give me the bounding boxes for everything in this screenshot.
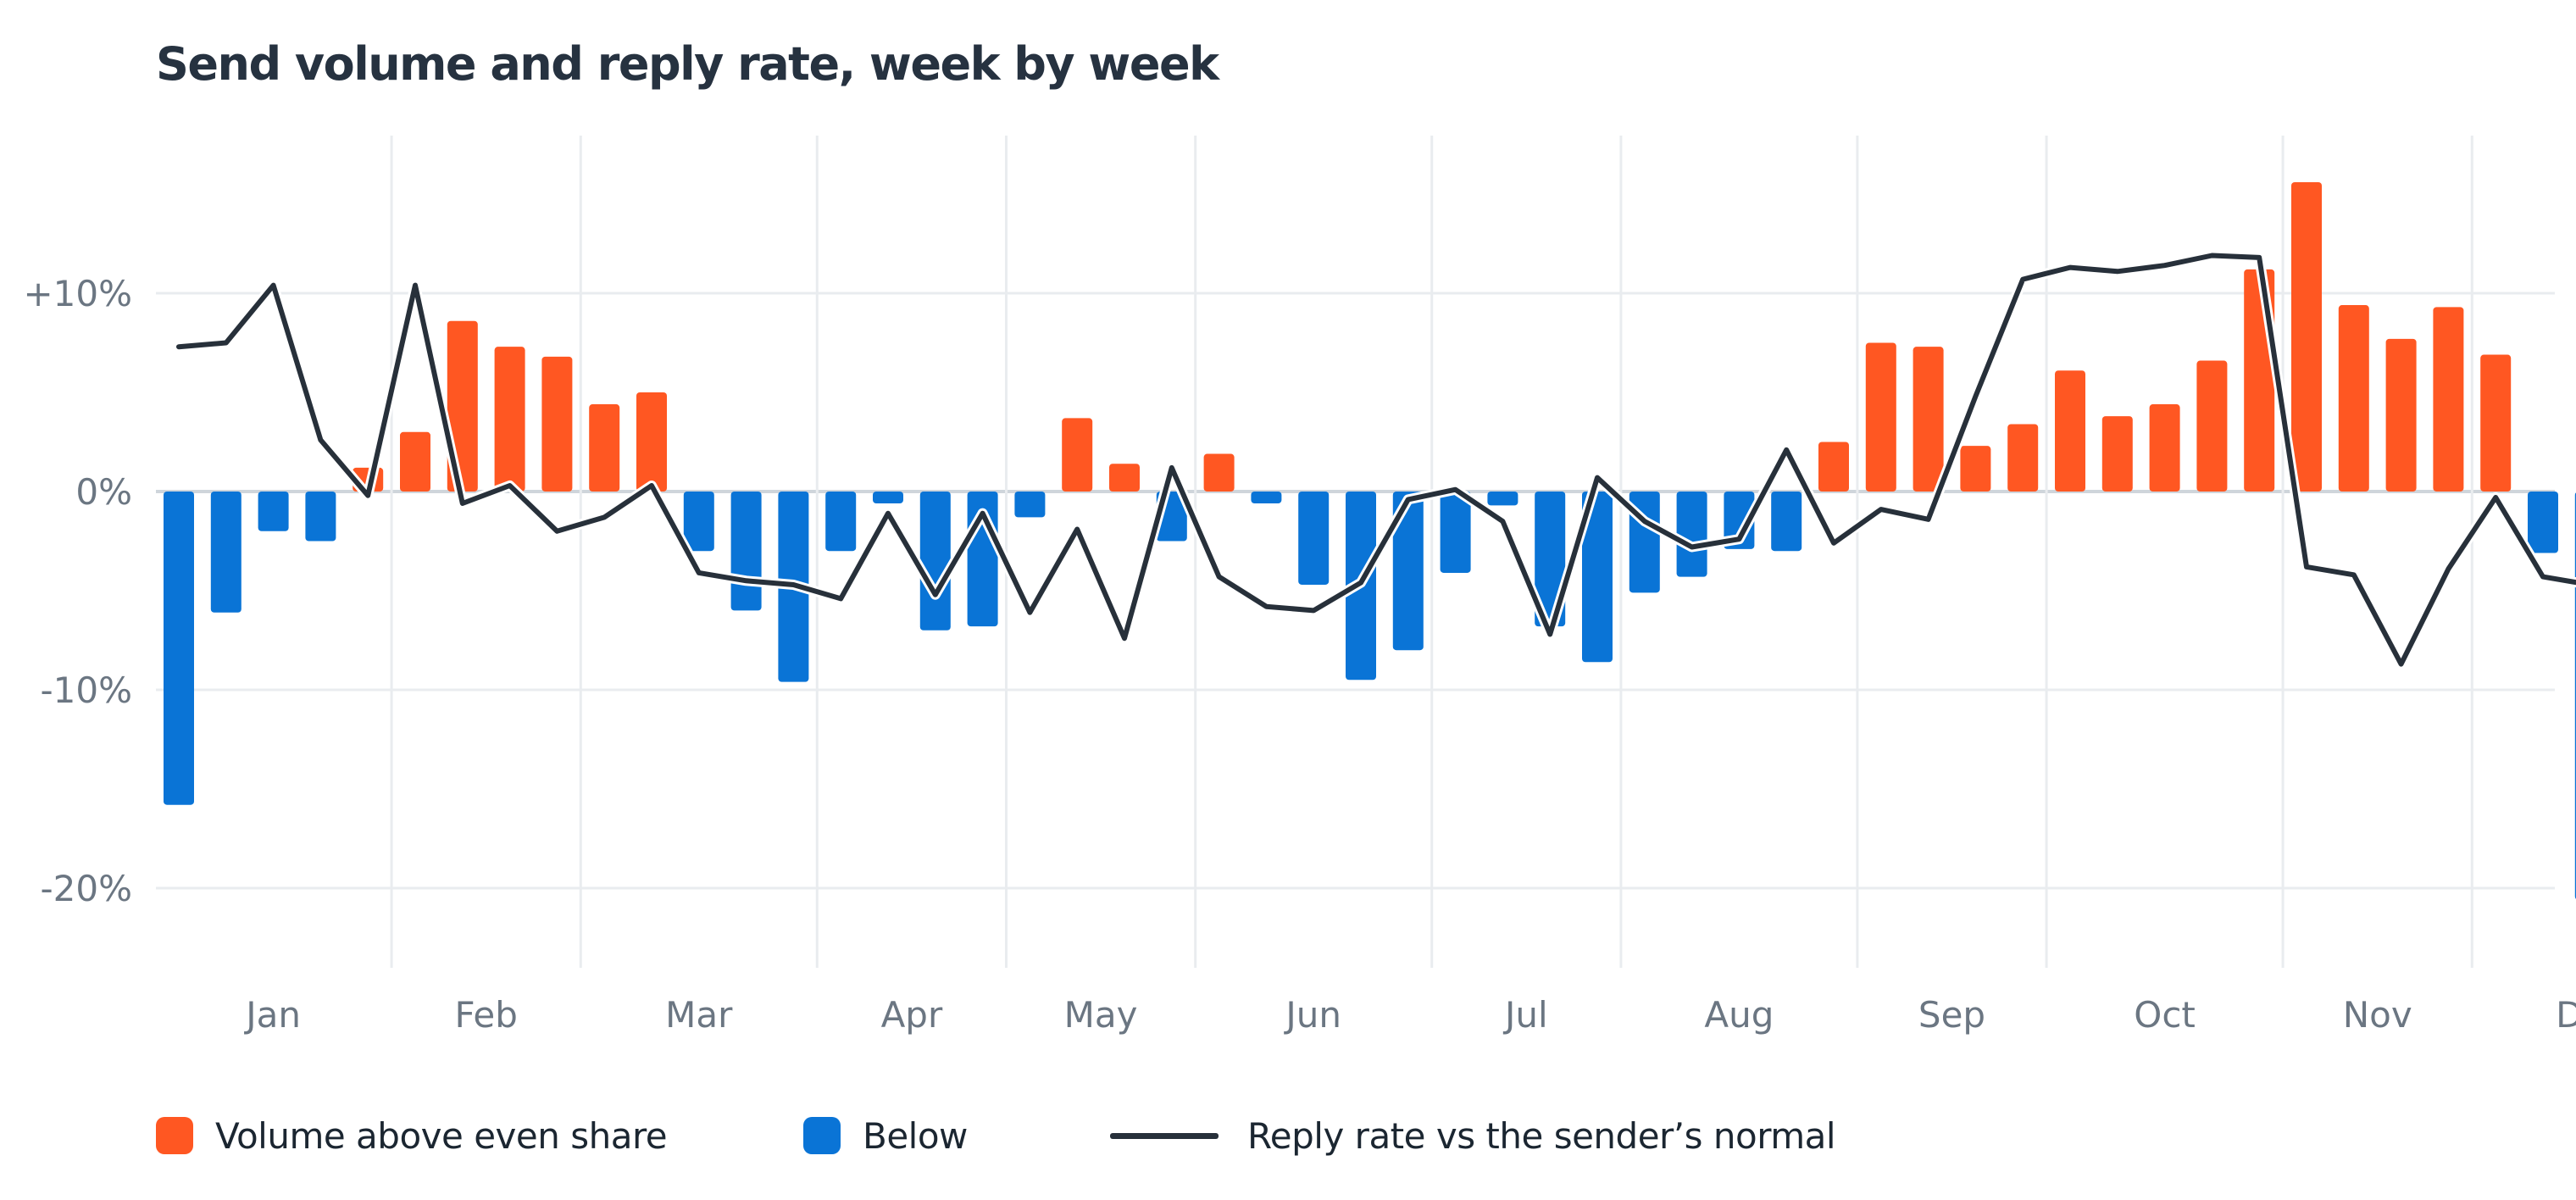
x-tick-label: Sep <box>1918 994 1985 1036</box>
chart-title: Send volume and reply rate, week by week <box>156 37 1219 91</box>
bar-above <box>2101 416 2133 492</box>
bar-above <box>1109 464 1140 492</box>
x-tick-label: Nov <box>2343 994 2412 1036</box>
x-tick-label: Jan <box>243 994 301 1036</box>
bar-below <box>683 492 714 552</box>
bar-below <box>164 492 194 805</box>
bar-below <box>1582 492 1613 663</box>
legend-swatch-line <box>1110 1132 1219 1139</box>
x-tick-label: Apr <box>881 994 943 1036</box>
bar-above <box>2007 424 2039 492</box>
y-tick-label: -10% <box>40 669 132 711</box>
x-tick-label: Aug <box>1704 994 1774 1036</box>
bar-above <box>2196 360 2228 492</box>
bar-below <box>1014 492 1046 518</box>
bar-below <box>919 492 951 631</box>
y-tick-label: +10% <box>23 273 132 314</box>
bar-above <box>1818 442 1849 492</box>
y-tick-label: -20% <box>40 868 132 909</box>
bar-above <box>1203 453 1235 492</box>
bar-above <box>2338 305 2369 492</box>
bar-above <box>2291 181 2322 492</box>
bar-below <box>258 492 289 531</box>
legend-label-above: Volume above even share <box>215 1114 668 1157</box>
legend-item-above: Volume above even share <box>156 1108 668 1163</box>
bar-above <box>636 392 667 492</box>
x-tick-label: Dec <box>2556 994 2576 1036</box>
bar-above <box>1960 446 1991 492</box>
bar-below <box>873 492 903 504</box>
legend-swatch-below <box>803 1117 841 1154</box>
bar-below <box>825 492 857 552</box>
x-tick-label: Feb <box>455 994 518 1036</box>
bar-below <box>1676 492 1707 577</box>
bar-below <box>1251 492 1282 504</box>
y-tick-label: 0% <box>75 471 132 513</box>
x-tick-label: Jun <box>1283 994 1341 1036</box>
bar-above <box>2055 370 2085 492</box>
bar-below <box>210 492 242 613</box>
legend-label-below: Below <box>863 1114 968 1157</box>
bar-above <box>494 347 525 492</box>
bar-above <box>541 356 573 492</box>
x-tick-label: Mar <box>665 994 733 1036</box>
legend-label-line: Reply rate vs the sender’s normal <box>1247 1114 1836 1157</box>
bar-below <box>305 492 336 542</box>
x-tick-label: Jul <box>1502 994 1548 1036</box>
bar-above <box>1062 418 1093 492</box>
bar-above <box>589 404 620 492</box>
legend-item-line: Reply rate vs the sender’s normal <box>1110 1108 1836 1163</box>
bar-above <box>2433 307 2464 492</box>
bar-below <box>1392 492 1424 651</box>
bar-above <box>1913 347 1944 492</box>
bar-below <box>1298 492 1330 585</box>
bar-above <box>2480 354 2512 492</box>
x-tick-label: Oct <box>2134 994 2196 1036</box>
legend-swatch-above <box>156 1117 193 1154</box>
bar-below <box>1487 492 1518 506</box>
bar-below <box>1440 492 1471 573</box>
bar-below <box>730 492 762 611</box>
bar-above <box>2385 338 2417 492</box>
bar-above <box>1865 342 1896 492</box>
reply-rate-line <box>176 253 2576 667</box>
bar-below <box>2528 492 2558 553</box>
bar-below <box>1771 492 1802 552</box>
legend-item-below: Below <box>803 1108 968 1163</box>
x-tick-label: May <box>1064 994 1138 1036</box>
bar-above <box>2149 404 2180 492</box>
bar-above <box>400 431 430 492</box>
